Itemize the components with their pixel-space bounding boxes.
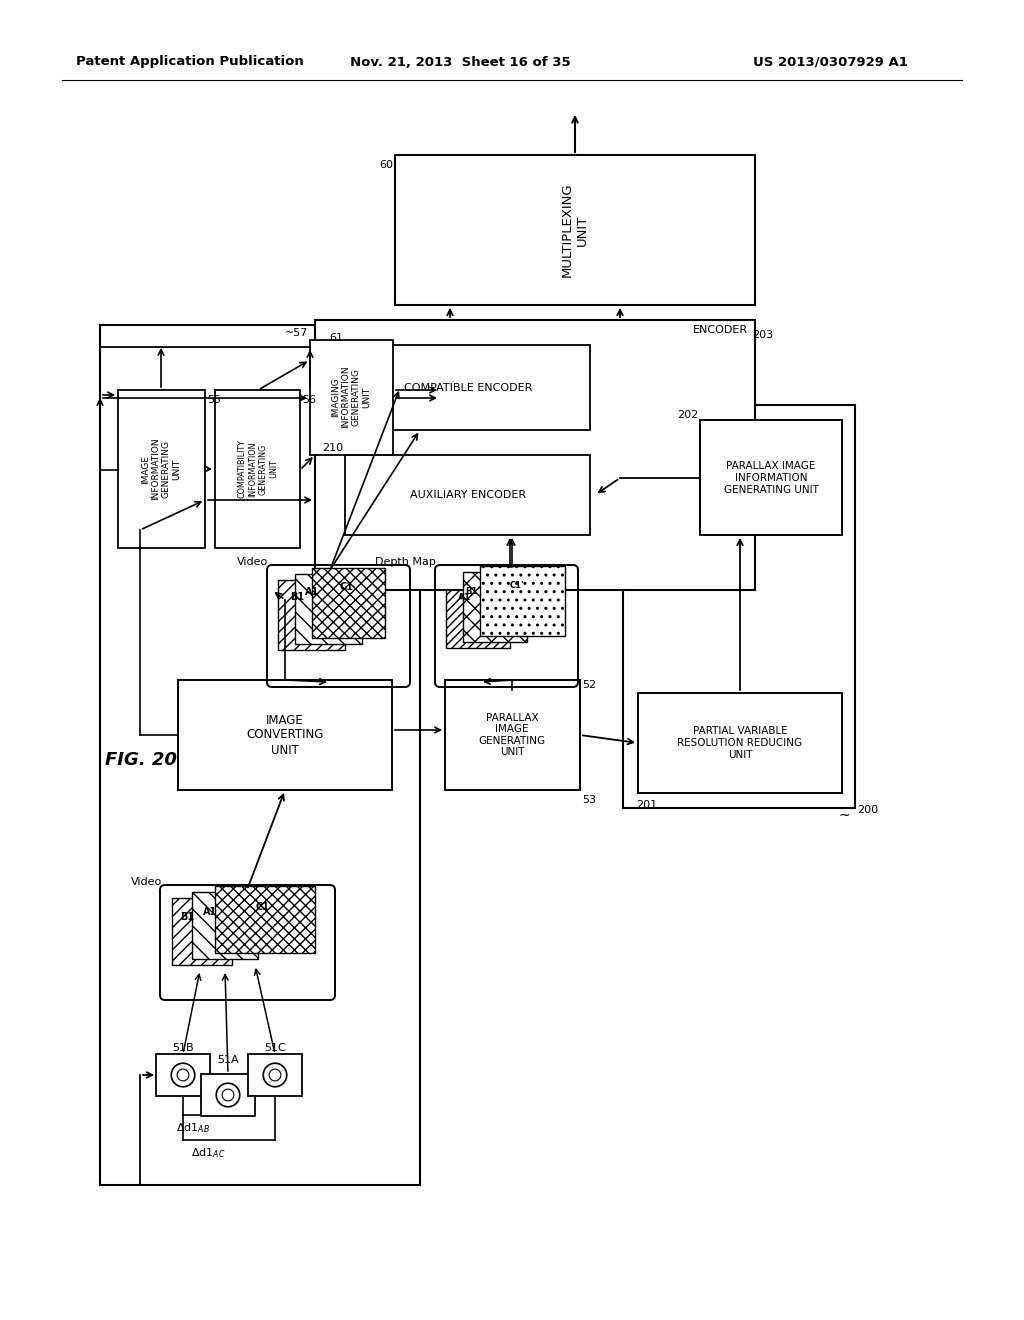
Text: 55: 55: [207, 395, 221, 405]
Text: ∼: ∼: [839, 808, 850, 822]
Bar: [278, 579, 345, 649]
Text: PARALLAX IMAGE
INFORMATION
GENERATING UNIT: PARALLAX IMAGE INFORMATION GENERATING UN…: [724, 462, 818, 495]
Bar: [480, 566, 565, 636]
Bar: [100, 325, 420, 1185]
Text: Patent Application Publication: Patent Application Publication: [76, 55, 304, 69]
Text: PARALLAX
IMAGE
GENERATING
UNIT: PARALLAX IMAGE GENERATING UNIT: [478, 713, 546, 758]
Text: B1': B1': [465, 587, 480, 597]
Text: $\Delta$d1$_{AB}$: $\Delta$d1$_{AB}$: [176, 1121, 210, 1135]
Bar: [395, 154, 755, 305]
Text: MULTIPLEXING
UNIT: MULTIPLEXING UNIT: [561, 182, 589, 277]
Text: 203: 203: [752, 330, 773, 341]
Bar: [445, 680, 580, 789]
Text: 201: 201: [636, 800, 657, 810]
Text: FIG. 20: FIG. 20: [105, 751, 177, 770]
Text: COMPATIBLE ENCODER: COMPATIBLE ENCODER: [403, 383, 532, 393]
Text: IMAGING
INFORMATION
GENERATING
UNIT: IMAGING INFORMATION GENERATING UNIT: [331, 366, 371, 428]
Text: AUXILIARY ENCODER: AUXILIARY ENCODER: [410, 490, 526, 500]
Text: B1: B1: [180, 912, 195, 921]
Bar: [295, 574, 362, 644]
Text: B1: B1: [290, 591, 304, 602]
Bar: [215, 389, 300, 548]
Text: 202: 202: [677, 411, 698, 420]
Text: $\Delta$d1$_{AC}$: $\Delta$d1$_{AC}$: [190, 1146, 225, 1160]
Text: US 2013/0307929 A1: US 2013/0307929 A1: [753, 55, 907, 69]
Bar: [463, 572, 527, 642]
Text: 200: 200: [857, 805, 879, 814]
Bar: [172, 898, 232, 965]
Bar: [312, 568, 385, 638]
Text: 51C: 51C: [264, 1043, 286, 1053]
Bar: [215, 886, 315, 953]
Text: 61: 61: [329, 333, 343, 343]
Text: Nov. 21, 2013  Sheet 16 of 35: Nov. 21, 2013 Sheet 16 of 35: [349, 55, 570, 69]
Bar: [345, 455, 590, 535]
Text: 52: 52: [582, 680, 596, 690]
Bar: [623, 405, 855, 808]
Text: 51B: 51B: [172, 1043, 194, 1053]
Text: A1: A1: [203, 907, 217, 917]
Text: 56: 56: [302, 395, 316, 405]
Text: A1: A1: [305, 587, 319, 597]
Bar: [700, 420, 842, 535]
Bar: [315, 319, 755, 590]
Bar: [193, 892, 258, 960]
Text: C1: C1: [340, 582, 354, 591]
Text: 51A: 51A: [217, 1055, 239, 1065]
Text: 60: 60: [379, 160, 393, 170]
Bar: [638, 693, 842, 793]
Bar: [118, 389, 205, 548]
Bar: [178, 680, 392, 789]
Text: ~57: ~57: [285, 327, 308, 338]
Bar: [201, 1074, 255, 1115]
Bar: [156, 1053, 210, 1096]
Bar: [446, 578, 510, 648]
Text: COMPATIBILITY
INFORMATION
GENERATING
UNIT: COMPATIBILITY INFORMATION GENERATING UNI…: [238, 440, 279, 499]
Text: IMAGE
INFORMATION
GENERATING
UNIT: IMAGE INFORMATION GENERATING UNIT: [141, 438, 181, 500]
Bar: [248, 1053, 302, 1096]
Text: PARTIAL VARIABLE
RESOLUTION REDUCING
UNIT: PARTIAL VARIABLE RESOLUTION REDUCING UNI…: [678, 726, 803, 759]
Text: ENCODER: ENCODER: [693, 325, 748, 335]
Bar: [345, 345, 590, 430]
Text: Video: Video: [237, 557, 268, 568]
Text: C1: C1: [255, 902, 269, 912]
Text: Depth Map: Depth Map: [375, 557, 436, 568]
Text: Video: Video: [131, 876, 162, 887]
Text: 53: 53: [582, 795, 596, 805]
Text: IMAGE
CONVERTING
UNIT: IMAGE CONVERTING UNIT: [247, 714, 324, 756]
Text: 210: 210: [322, 444, 343, 453]
Text: C1': C1': [510, 581, 524, 590]
Bar: [310, 341, 393, 455]
Text: A1': A1': [458, 594, 474, 602]
